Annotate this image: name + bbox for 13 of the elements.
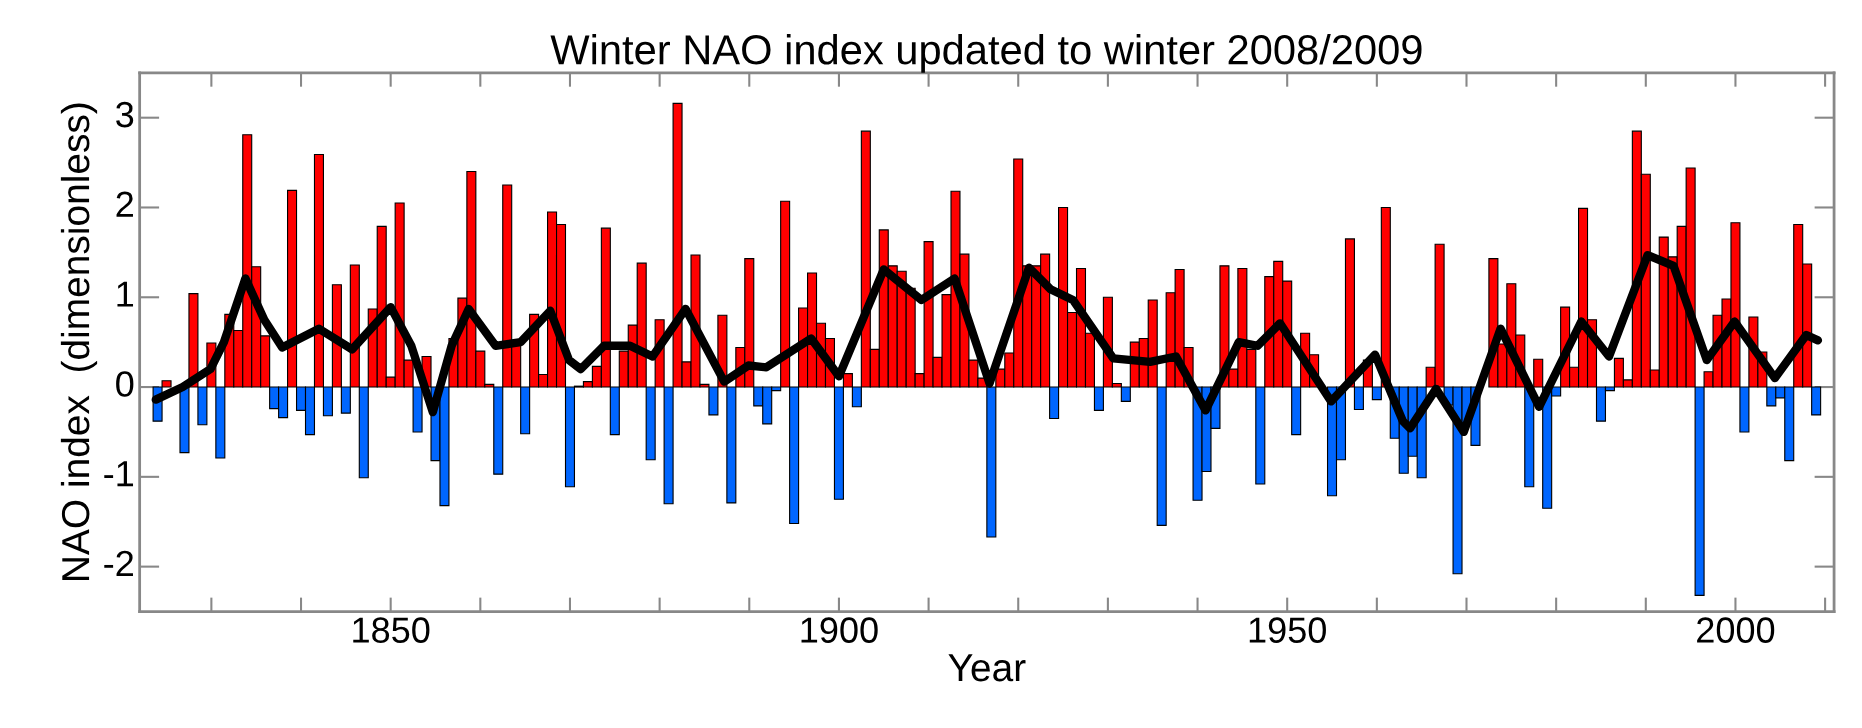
y-tick-label: 0	[116, 371, 134, 397]
x-tick-label: 2000	[1697, 617, 1775, 643]
y-tick-label: 3	[116, 101, 134, 128]
chart-title: Winter NAO index updated to winter 2008/2009	[550, 33, 1422, 73]
y-tick-label: 2	[116, 191, 133, 217]
y-tick-label: 1	[117, 281, 134, 307]
x-tick-label: 1900	[801, 617, 878, 643]
y-axis-title: NAO index (dimensionless)	[60, 103, 98, 580]
x-tick-label: 1850	[353, 617, 430, 643]
x-tick-label: 1950	[1249, 617, 1326, 643]
x-axis-title: Year	[948, 654, 1026, 682]
y-tick-label: -1	[104, 461, 134, 487]
y-tick-label: -2	[104, 550, 133, 576]
